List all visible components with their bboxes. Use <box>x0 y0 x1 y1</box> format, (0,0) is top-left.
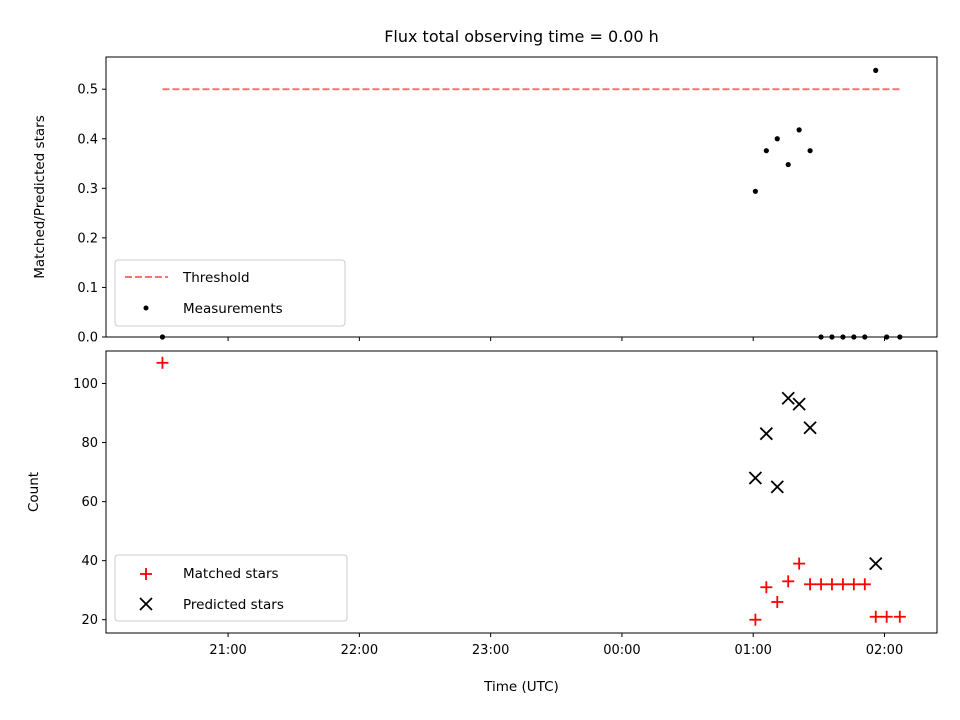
predicted-stars-point <box>803 421 817 435</box>
predicted-stars-point <box>869 556 883 571</box>
predicted-stars-point <box>792 397 806 411</box>
matched-stars-point <box>771 595 784 608</box>
ratio-y-tick-label: 0.1 <box>77 281 98 296</box>
count-legend-frame <box>114 554 348 622</box>
ratio-y-tick-label: 0.5 <box>77 83 98 98</box>
count-legend: Matched stars Predicted stars <box>114 554 348 622</box>
predicted-stars-legend-label: Predicted stars <box>183 597 284 613</box>
ratio-plot-frame <box>105 56 938 338</box>
matched-stars-point <box>880 610 893 623</box>
predicted-stars-legend-marker <box>139 597 153 611</box>
measurement-point <box>785 161 791 168</box>
count-y-axis-label: Count <box>26 472 42 512</box>
matched-stars-point <box>869 610 882 623</box>
predicted-stars-point <box>748 471 763 485</box>
x-tick-label: 21:00 <box>209 643 246 658</box>
ratio-y-tick-label: 0.4 <box>77 132 98 147</box>
predicted-stars-point <box>759 427 773 441</box>
measurements-legend-marker <box>143 305 149 311</box>
count-y-tick-label: 100 <box>73 377 98 392</box>
count-y-tick-label: 20 <box>81 613 98 628</box>
measurement-point <box>873 67 879 73</box>
x-axis-label: Time (UTC) <box>483 679 559 695</box>
ratio-y-tick-label: 0.2 <box>77 231 98 246</box>
ratio-y-axis-label: Matched/Predicted stars <box>32 115 48 278</box>
measurement-point <box>752 188 758 194</box>
predicted-stars-point <box>781 391 795 405</box>
count-y-tick-label: 60 <box>81 495 98 510</box>
ratio-y-tick-label: 0.3 <box>77 182 98 197</box>
measurement-point <box>796 127 802 133</box>
matched-stars-point <box>804 578 817 591</box>
matched-stars-point <box>782 575 795 588</box>
matched-stars-point <box>836 578 849 591</box>
x-tick-label: 02:00 <box>866 643 903 658</box>
ratio-y-tick-label: 0.0 <box>77 331 98 346</box>
matched-stars-point <box>847 578 860 591</box>
measurements-legend-label: Measurements <box>183 301 283 317</box>
x-tick-label: 01:00 <box>734 643 771 658</box>
matched-stars-point <box>825 578 838 591</box>
matched-stars-legend-label: Matched stars <box>183 566 279 582</box>
matched-stars-point <box>156 356 169 369</box>
x-tick-label: 00:00 <box>603 643 640 658</box>
x-tick-label: 22:00 <box>341 643 378 658</box>
measurement-point <box>774 136 780 142</box>
matched-stars-point <box>749 613 762 626</box>
measurement-point <box>763 148 769 154</box>
count-y-tick-label: 80 <box>81 436 98 451</box>
matched-stars-legend-marker <box>140 568 152 580</box>
chart-title: Flux total observing time = 0.00 h <box>384 27 659 46</box>
ratio-panel: 0.0 0.1 0.2 0.3 0.4 0.5 Matched/Predicted sta… <box>32 56 938 346</box>
count-y-tick-label: 40 <box>81 554 98 569</box>
x-tick-label: 23:00 <box>472 643 509 658</box>
count-plot-frame <box>105 350 938 634</box>
ratio-legend: Threshold Measurements <box>114 259 346 327</box>
matched-stars-point <box>893 610 906 623</box>
threshold-legend-label: Threshold <box>182 270 250 286</box>
measurement-point <box>807 148 813 154</box>
matched-stars-point <box>858 578 871 591</box>
matched-stars-point <box>793 557 806 570</box>
count-panel: 20 40 60 80 100 21:00 22:00 23:00 00:00 01:00 02:0… <box>26 350 938 695</box>
ratio-legend-frame <box>114 259 346 327</box>
matched-stars-point <box>815 578 828 591</box>
matched-stars-point <box>760 581 773 594</box>
predicted-stars-point <box>770 480 784 494</box>
